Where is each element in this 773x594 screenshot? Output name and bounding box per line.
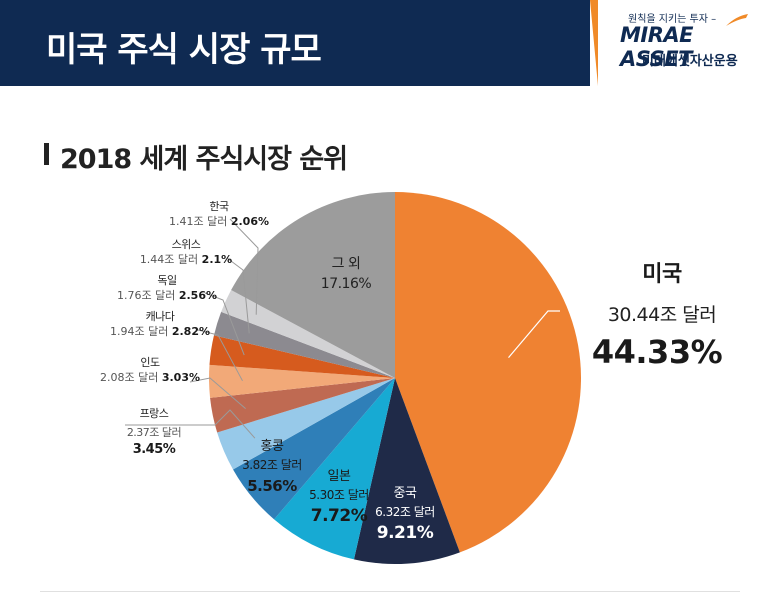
pie-slice [210,378,395,433]
slice-name-label: 미국 [642,262,682,287]
header-band [0,0,590,86]
logo-swoosh-icon [726,14,748,26]
leader-line [204,292,245,356]
slice-percent-label: 7.72% [311,506,368,526]
chart-subtitle: 2018 세계 주식시장 순위 [60,144,348,175]
slice-percent-label: 2.82% [172,325,210,338]
pie-slice [395,192,581,553]
header-accent-triangle [590,0,598,86]
slice-percent-label: 2.06% [231,215,269,228]
slice-amount-label: 5.30조 달러 [309,488,369,502]
slice-amount-label: 2.37조 달러 [127,426,181,439]
slice-name-label: 홍콩 [261,439,284,454]
leader-line [229,218,259,315]
slice-name-label: 독일 [157,273,177,287]
slice-value-label: 1.94조 달러 2.82% [110,325,210,338]
slice-amount-label: 1.44조 달러 [140,253,202,266]
logo-brand: MIRAE ASSET [620,23,693,71]
leader-line [125,409,256,439]
pie-slice [231,192,395,378]
slice-percent-label: 5.56% [247,477,297,495]
subtitle-bar [44,143,49,165]
slice-value-label: 1.41조 달러 2.06% [169,215,269,228]
slice-name-label: 한국 [209,200,229,213]
slice-name-label: 중국 [394,486,417,501]
pie-slice [213,311,395,378]
slice-percent-label: 44.33% [592,333,723,371]
leader-line [197,329,243,382]
slice-amount-label: 1.41조 달러 [169,215,231,228]
logo-brand-korean: 미래에셋자산운용 [642,54,738,69]
slice-percent-label: 3.45% [133,442,176,457]
slice-amount-label: 30.44조 달러 [608,304,716,326]
slice-amount-label: 1.94조 달러 [110,325,172,338]
pie-slice [274,378,395,560]
slice-percent-label: 2.1% [202,253,233,266]
pie-slice [233,378,395,520]
pie-slice [221,290,395,378]
slice-value-label: 1.76조 달러 2.56% [117,289,217,302]
pie-slice [208,364,395,398]
footer-divider [40,591,740,592]
company-logo: 원칙을 지키는 투자 – MIRAE ASSET 미래에셋자산운용 [620,10,765,71]
slice-percent-label: 17.16% [321,276,372,292]
slice-name-label: 스위스 [172,238,201,251]
slice-percent-label: 3.03% [162,371,200,384]
slice-name-label: 캐나다 [146,310,175,323]
slice-amount-label: 3.82조 달러 [242,458,302,472]
slice-amount-label: 6.32조 달러 [375,505,435,519]
leader-line [189,377,246,409]
pie-slice [217,378,395,470]
callout-line [508,310,560,358]
slice-name-label: 그 외 [332,256,361,272]
pie-slice [209,335,395,378]
leader-line [226,257,250,334]
page-title: 미국 주식 시장 규모 [46,30,322,70]
slice-amount-label: 1.76조 달러 [117,289,179,302]
slice-percent-label: 9.21% [377,523,434,543]
pie-slice [353,378,460,565]
slice-name-label: 프랑스 [140,407,169,420]
slice-name-label: 인도 [140,356,160,369]
slice-value-label: 2.08조 달러 3.03% [100,371,200,384]
logo-tagline: 원칙을 지키는 투자 – [628,14,717,25]
slice-name-label: 일본 [328,469,351,484]
slice-value-label: 1.44조 달러 2.1% [140,253,232,266]
slice-amount-label: 2.08조 달러 [100,371,162,384]
slice-percent-label: 2.56% [179,289,217,302]
